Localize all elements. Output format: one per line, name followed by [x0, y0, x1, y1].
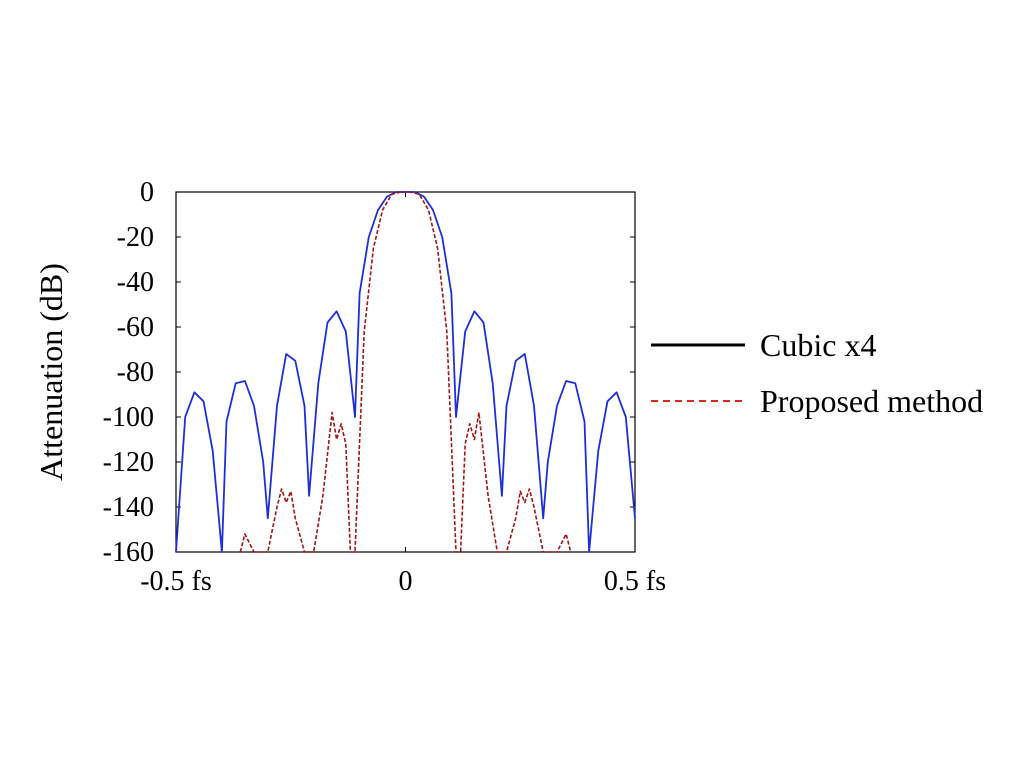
- x-tick-label: 0.5 fs: [604, 566, 666, 597]
- x-axis: -0.5 fs 0 0.5 fs: [140, 192, 666, 597]
- legend: Cubic x4 Proposed method: [651, 327, 983, 419]
- series-layer: [175, 191, 636, 553]
- x-tick-label: 0: [399, 566, 413, 597]
- x-tick-label: -0.5 fs: [140, 566, 212, 597]
- legend-label: Cubic x4: [760, 327, 876, 363]
- y-axis: 0 -20 -40 -60 -80 -100 -120 -140 -160: [103, 177, 635, 568]
- plot-frame: [175, 191, 636, 553]
- y-tick-label: -100: [103, 402, 154, 433]
- legend-label: Proposed method: [760, 383, 983, 419]
- y-tick-label: -40: [117, 267, 154, 298]
- y-tick-label: 0: [140, 177, 154, 208]
- y-tick-label: -160: [103, 537, 154, 568]
- y-tick-label: -120: [103, 447, 154, 478]
- series-line-proposed-method: [239, 191, 572, 553]
- y-axis-title: Attenuation (dB): [33, 263, 69, 481]
- y-tick-label: -80: [117, 357, 154, 388]
- y-tick-label: -20: [117, 222, 154, 253]
- series-line-cubic-x4: [175, 191, 636, 553]
- y-tick-label: -140: [103, 492, 154, 523]
- y-tick-label: -60: [117, 312, 154, 343]
